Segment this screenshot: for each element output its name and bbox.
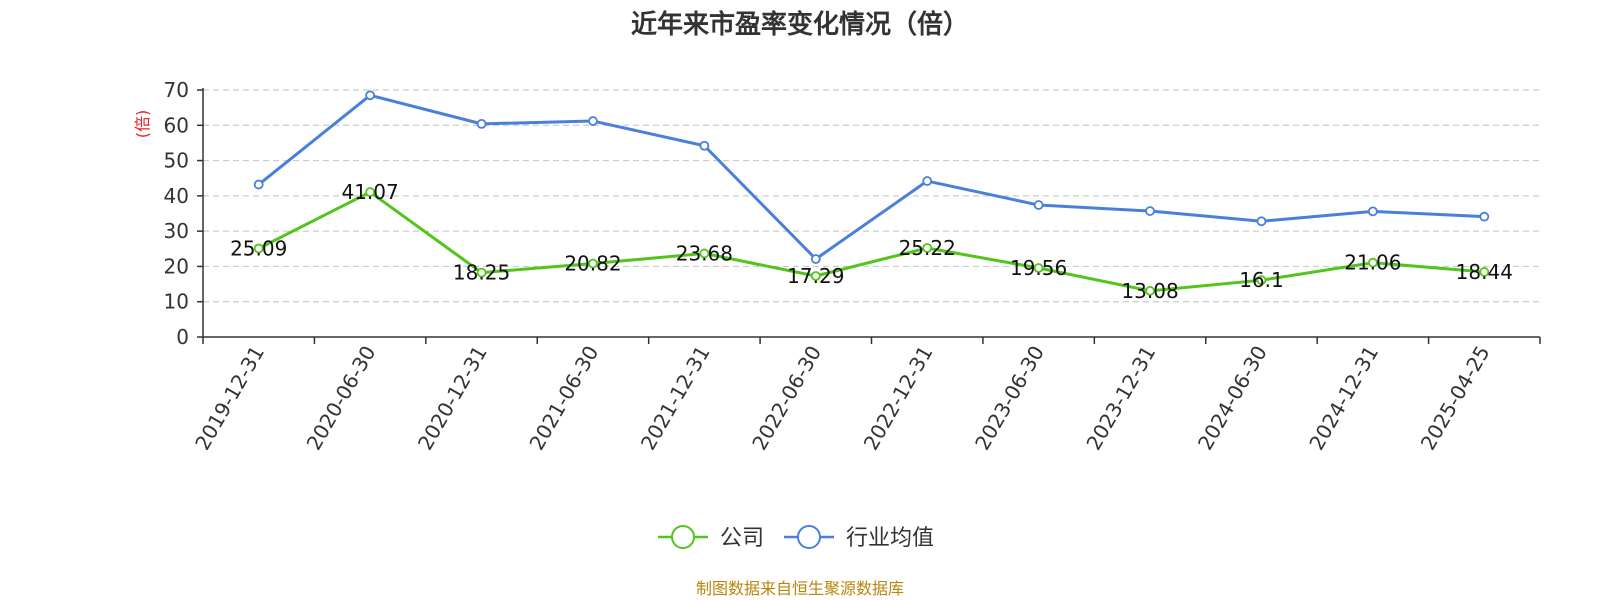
- data-point: [1479, 211, 1490, 222]
- gridlines: [203, 89, 1540, 303]
- data-label: 21.06: [1344, 251, 1401, 275]
- data-point: [810, 271, 821, 281]
- data-point: [1367, 257, 1378, 268]
- data-point: [810, 254, 821, 264]
- data-point: [922, 176, 933, 186]
- y-tick-label: 20: [164, 254, 189, 278]
- y-tick-label: 40: [164, 184, 189, 208]
- legend-label: 公司: [720, 526, 764, 551]
- data-label: 19.56: [1010, 256, 1067, 280]
- x-tick-label: 2019-12-31: [190, 342, 269, 455]
- data-label: 20.82: [564, 252, 621, 276]
- x-tick-label: 2023-06-30: [970, 342, 1049, 455]
- series-line-0: [258, 190, 1485, 293]
- legend[interactable]: 公司 行业均值: [658, 525, 934, 551]
- data-point: [365, 187, 376, 197]
- data-point: [253, 243, 264, 254]
- x-tick-label: 2023-12-31: [1081, 342, 1160, 455]
- data-label: 23.68: [676, 241, 733, 265]
- data-point: [588, 116, 598, 126]
- data-point: [476, 267, 487, 278]
- x-tick-label: 2022-12-31: [859, 342, 938, 455]
- data-label: 16.1: [1239, 268, 1284, 292]
- data-label: 25.09: [230, 236, 287, 260]
- legend-label: 行业均值: [846, 526, 934, 551]
- data-point: [253, 179, 264, 190]
- data-label: 18.44: [1456, 260, 1513, 284]
- data-point: [699, 248, 710, 259]
- x-tick-label: 2020-12-31: [413, 342, 492, 455]
- data-label: 17.29: [787, 264, 844, 288]
- x-tick-label: 2021-06-30: [524, 342, 603, 455]
- legend-item-1[interactable]: 行业均值: [784, 525, 934, 551]
- footer-source-text: 制图数据来自恒生聚源数据库: [696, 579, 904, 598]
- data-label: 13.08: [1121, 279, 1178, 303]
- data-point: [1256, 216, 1267, 227]
- y-tick-label: 70: [164, 78, 189, 102]
- data-point: [365, 90, 376, 101]
- x-tick-label: 2021-12-31: [636, 342, 715, 455]
- y-tick-label: 50: [164, 149, 189, 173]
- data-label: 41.07: [341, 180, 398, 204]
- y-tick-label: 0: [176, 325, 189, 349]
- data-label: 18.25: [453, 261, 510, 285]
- x-tick-label: 2022-06-30: [747, 342, 826, 455]
- data-point: [1256, 275, 1267, 286]
- data-point: [1033, 263, 1044, 273]
- data-labels: 25.09 41.07 18.25 20.82 23.68 17.29 25.22 19.56…: [230, 180, 1513, 303]
- x-tick-label: 2020-06-30: [302, 342, 381, 455]
- data-point: [1367, 206, 1378, 217]
- legend-item-0[interactable]: 公司: [658, 525, 764, 551]
- x-tick-label: 2024-12-31: [1304, 342, 1383, 455]
- y-tick-label: 10: [164, 290, 189, 314]
- data-point: [922, 243, 933, 253]
- series-line-1: [257, 93, 1485, 261]
- x-tick-label: 2024-06-30: [1193, 342, 1272, 455]
- y-tick-label: 30: [164, 219, 189, 243]
- data-label: 25.22: [899, 236, 956, 260]
- chart-title: 近年来市盈率变化情况（倍）: [631, 9, 969, 40]
- y-tick-label: 60: [164, 113, 189, 137]
- data-point: [1479, 267, 1490, 277]
- data-point: [1145, 206, 1155, 216]
- y-axis-label: (倍): [133, 110, 152, 139]
- x-tick-label: 2025-04-25: [1416, 342, 1495, 455]
- data-point: [699, 140, 710, 151]
- data-point: [476, 118, 487, 129]
- legend-circle-icon: [671, 525, 695, 549]
- series-lines: [253, 90, 1490, 296]
- data-point: [588, 258, 598, 269]
- data-point: [1033, 200, 1044, 210]
- legend-circle-icon: [797, 525, 821, 549]
- data-point: [1145, 285, 1155, 296]
